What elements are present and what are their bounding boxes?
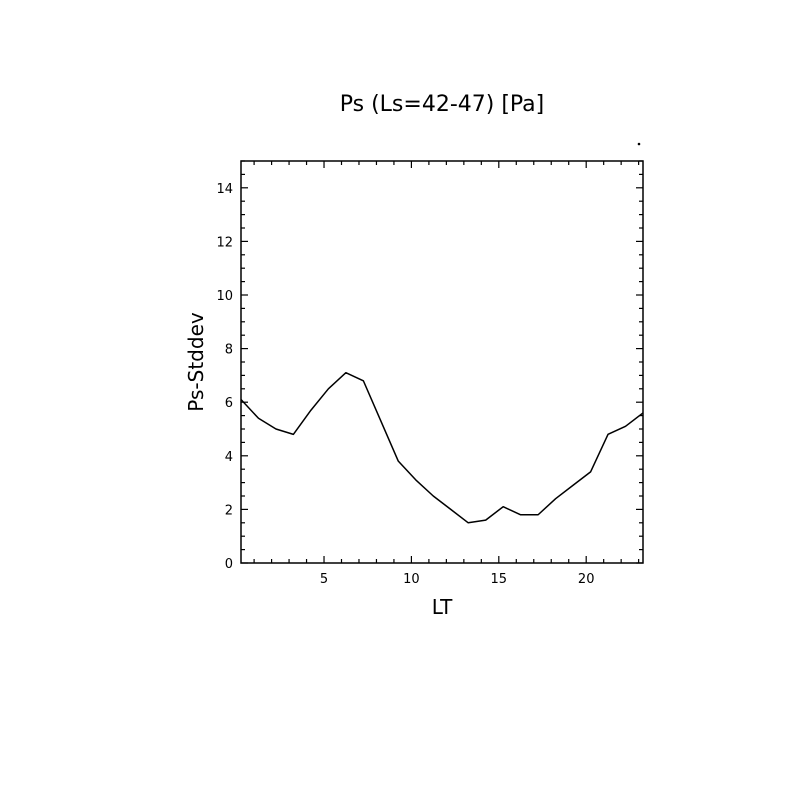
x-tick-label: 10 xyxy=(403,572,420,587)
x-axis-tick-labels: 5 10 15 20 xyxy=(320,572,595,587)
series-point xyxy=(275,428,277,430)
x-axis-title: LT xyxy=(432,595,453,619)
x-tick-label: 15 xyxy=(491,572,508,587)
y-axis-title: Ps-Stddev xyxy=(184,312,208,412)
series-point xyxy=(450,508,452,510)
series-point xyxy=(467,522,469,524)
series-point xyxy=(502,506,504,508)
y-tick-label: 4 xyxy=(225,450,233,465)
chart-title: Ps (Ls=42-47) [Pa] xyxy=(340,92,545,117)
series-point xyxy=(397,460,399,462)
y-tick-label: 6 xyxy=(225,396,233,411)
corner-dot-marker xyxy=(637,142,641,146)
series-point xyxy=(555,498,557,500)
y-tick-label: 8 xyxy=(225,343,233,358)
x-axis-ticks xyxy=(253,161,640,563)
series-point xyxy=(380,420,382,422)
series-point xyxy=(520,514,522,516)
x-tick-label: 20 xyxy=(578,572,595,587)
series-point xyxy=(240,399,242,401)
series-point xyxy=(537,514,539,516)
series-point xyxy=(362,380,364,382)
series-point xyxy=(642,412,644,414)
series-point xyxy=(625,425,627,427)
series-point xyxy=(572,484,574,486)
y-tick-label: 12 xyxy=(216,235,233,250)
series-line xyxy=(240,371,644,524)
x-tick-label: 5 xyxy=(320,572,328,587)
series-point xyxy=(327,388,329,390)
series-point xyxy=(607,433,609,435)
y-axis-tick-labels: 0 2 4 6 8 10 12 14 xyxy=(216,182,233,572)
y-tick-label: 0 xyxy=(225,557,233,572)
y-axis-ticks xyxy=(241,160,643,564)
y-tick-label: 2 xyxy=(225,503,233,518)
series-point xyxy=(345,372,347,374)
series-point xyxy=(485,519,487,521)
y-tick-label: 14 xyxy=(216,182,233,197)
y-tick-label: 10 xyxy=(216,289,233,304)
series-point xyxy=(292,433,294,435)
series-point xyxy=(257,417,259,419)
series-point xyxy=(432,495,434,497)
series-point xyxy=(310,409,312,411)
series-point xyxy=(415,479,417,481)
plot-area: 0 2 4 6 8 10 12 14 5 10 15 20 xyxy=(216,160,644,587)
series-point xyxy=(590,471,592,473)
